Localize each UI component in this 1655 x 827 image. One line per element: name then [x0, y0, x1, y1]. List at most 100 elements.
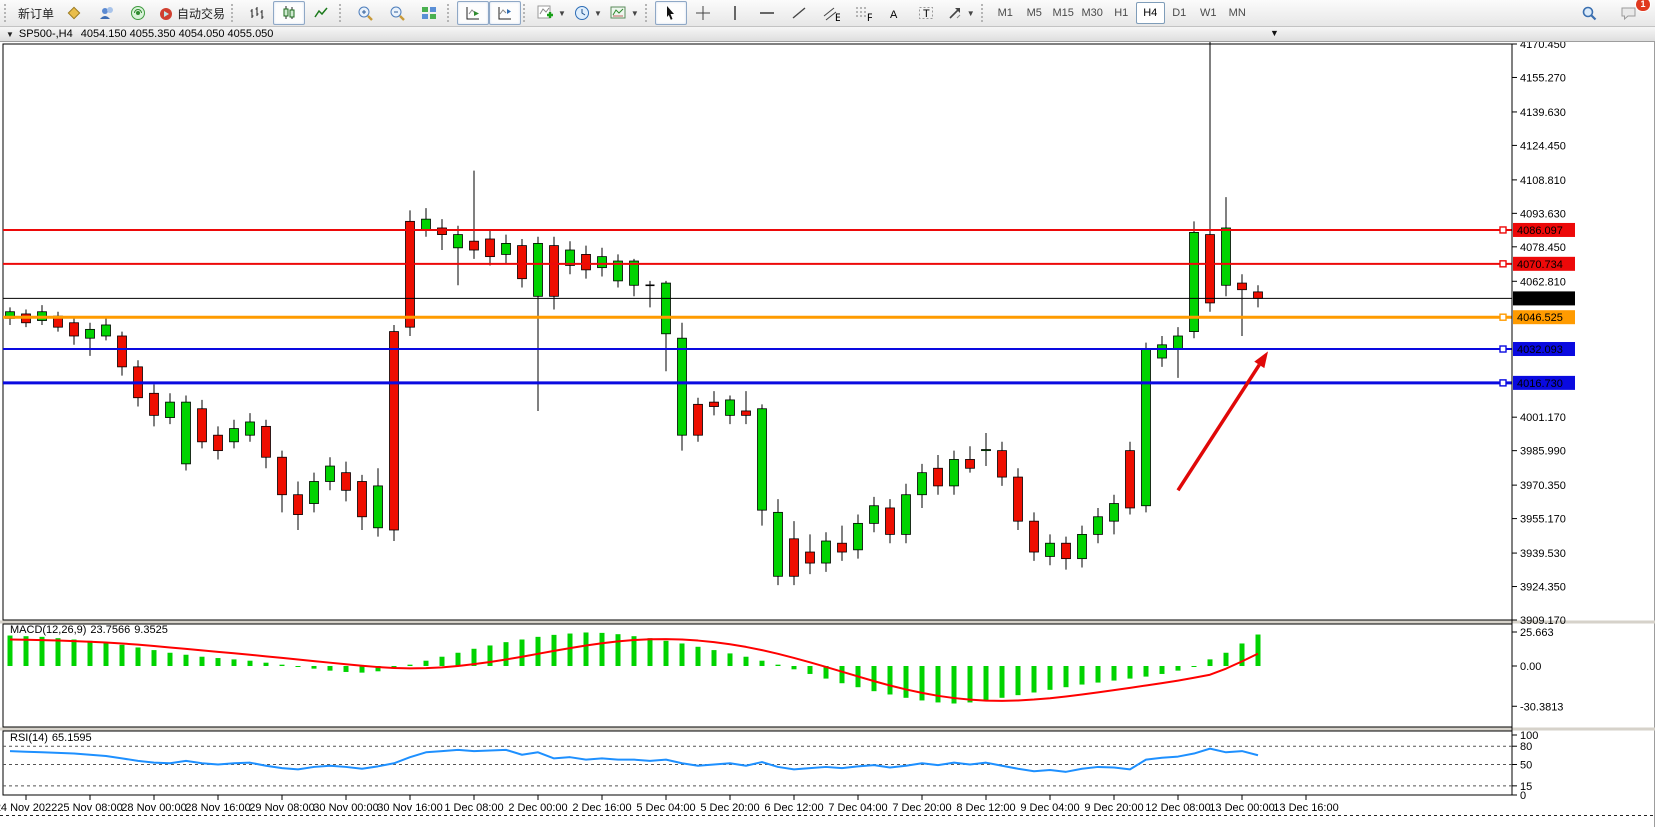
time-axis-label: 30 Nov 16:00: [377, 802, 442, 814]
indicators-button[interactable]: ▼: [533, 1, 570, 25]
search-icon[interactable]: [1573, 1, 1605, 25]
candle: [549, 245, 559, 297]
shapes-arrows-button[interactable]: ▼: [943, 1, 979, 25]
macd-bar: [183, 654, 189, 666]
chart-shift-button[interactable]: [489, 1, 522, 25]
crosshair-button[interactable]: [687, 1, 719, 25]
macd-bar: [583, 632, 589, 666]
line-chart-button[interactable]: [305, 1, 337, 25]
rsi-line: [9, 747, 1259, 773]
hline-4086.097[interactable]: 4086.097: [3, 222, 1575, 237]
timeframe-w1-button[interactable]: W1: [1199, 7, 1217, 19]
price-tag[interactable]: [1513, 291, 1575, 306]
candles: [5, 38, 1263, 586]
timeframe-mn-button[interactable]: MN: [1228, 7, 1246, 19]
zoom-out-button[interactable]: [381, 1, 413, 25]
rsi-axis-tick: 100: [1520, 730, 1538, 742]
hline-4032.093[interactable]: 4032.093: [3, 342, 1575, 357]
candle: [277, 456, 287, 496]
macd-bar: [471, 648, 477, 666]
price-tag[interactable]: [1513, 310, 1575, 325]
hline-4016.730[interactable]: 4016.730: [3, 375, 1575, 390]
periods-button[interactable]: ▼: [570, 1, 606, 25]
price-tag[interactable]: [1513, 256, 1575, 271]
auto-scroll-button[interactable]: [457, 1, 490, 25]
signal-icon[interactable]: [122, 1, 154, 25]
one-click-trading-toggle-icon[interactable]: ▼: [6, 29, 14, 39]
trend-arrow-annotation[interactable]: [1176, 351, 1268, 492]
toolbar-drag-handle[interactable]: [231, 4, 238, 22]
price-tag[interactable]: [1513, 222, 1575, 237]
price-tag-label: 4070.734: [1517, 259, 1563, 271]
macd-bar: [519, 639, 525, 666]
timeframe-m15-button[interactable]: M15: [1052, 7, 1074, 19]
autotrading-button[interactable]: 自动交易: [154, 1, 229, 25]
macd-bar: [599, 632, 605, 666]
candle: [181, 401, 191, 465]
price-axis-tick: 4093.630: [1520, 208, 1566, 220]
candle: [1077, 533, 1087, 560]
toolbar-drag-handle[interactable]: [980, 4, 988, 22]
candle: [69, 322, 79, 337]
candlestick-chart-button[interactable]: [273, 1, 306, 25]
tile-windows-button[interactable]: [413, 1, 445, 25]
toolbar-drag-handle[interactable]: [339, 4, 346, 22]
toolbar-drag-handle[interactable]: [4, 4, 11, 22]
candle: [85, 328, 95, 339]
timeframe-h4-button[interactable]: H4: [1135, 2, 1165, 24]
hline-4055.050[interactable]: 4055.050: [3, 291, 1575, 306]
equidistant-channel-button[interactable]: E: [815, 1, 847, 25]
macd-bar: [1255, 634, 1261, 666]
price-tag[interactable]: [1513, 375, 1575, 390]
candle: [405, 220, 415, 328]
bar-chart-button[interactable]: [241, 1, 273, 25]
macd-bar: [375, 666, 381, 672]
notifications-chat-icon[interactable]: 1: [1613, 0, 1651, 25]
macd-bar: [247, 660, 253, 666]
templates-button[interactable]: ▼: [606, 1, 643, 25]
community-icon[interactable]: [90, 1, 122, 25]
fibonacci-button[interactable]: F: [847, 1, 879, 25]
hline-4070.734[interactable]: 4070.734: [3, 256, 1575, 271]
gold-diamond-icon[interactable]: [58, 1, 90, 25]
candle: [853, 522, 863, 551]
cursor-button[interactable]: [654, 1, 687, 25]
macd-bar: [1207, 659, 1213, 666]
candle: [453, 234, 463, 249]
candle: [213, 434, 223, 452]
text-label-button[interactable]: T: [911, 1, 943, 25]
timeframe-d1-button[interactable]: D1: [1172, 7, 1187, 19]
macd-bar: [231, 659, 237, 666]
toolbar-drag-handle[interactable]: [523, 4, 530, 22]
hline-4046.525[interactable]: 4046.525: [3, 310, 1575, 325]
macd-axis-tick: 0.00: [1520, 661, 1541, 673]
time-axis-label: 28 Nov 00:00: [121, 802, 186, 814]
macd-bar: [887, 666, 893, 695]
timeframe-m5-button[interactable]: M5: [1026, 7, 1042, 19]
svg-text:T: T: [923, 8, 930, 20]
macd-bar: [135, 647, 141, 666]
chart-canvas[interactable]: 4086.097 4070.734 4055.050 4046.525 4032.093…: [0, 38, 1655, 827]
timeframe-m30-button[interactable]: M30: [1081, 7, 1103, 19]
horizontal-line-button[interactable]: [751, 1, 783, 25]
timeframe-m1-button[interactable]: M1: [997, 7, 1013, 19]
text-button[interactable]: A: [879, 1, 911, 25]
timeframe-h1-button[interactable]: H1: [1114, 7, 1129, 19]
price-tag-label: 4046.525: [1517, 312, 1563, 324]
price-tag[interactable]: [1513, 342, 1575, 357]
vertical-line-button[interactable]: [719, 1, 751, 25]
macd-bar: [919, 666, 925, 701]
macd-bar: [423, 660, 429, 666]
candle: [165, 401, 175, 418]
trendline-button[interactable]: [783, 1, 815, 25]
new-order-button[interactable]: 新订单: [14, 1, 58, 25]
candle: [389, 331, 399, 531]
toolbar-drag-handle[interactable]: [644, 4, 652, 22]
macd-bar: [455, 652, 461, 666]
chart-window[interactable]: 4086.097 4070.734 4055.050 4046.525 4032.093…: [0, 38, 1655, 827]
zoom-in-button[interactable]: [349, 1, 381, 25]
toolbar-drag-handle[interactable]: [447, 4, 454, 22]
macd-bar: [1159, 666, 1165, 674]
candle: [1141, 348, 1151, 507]
macd-bar: [631, 636, 637, 666]
